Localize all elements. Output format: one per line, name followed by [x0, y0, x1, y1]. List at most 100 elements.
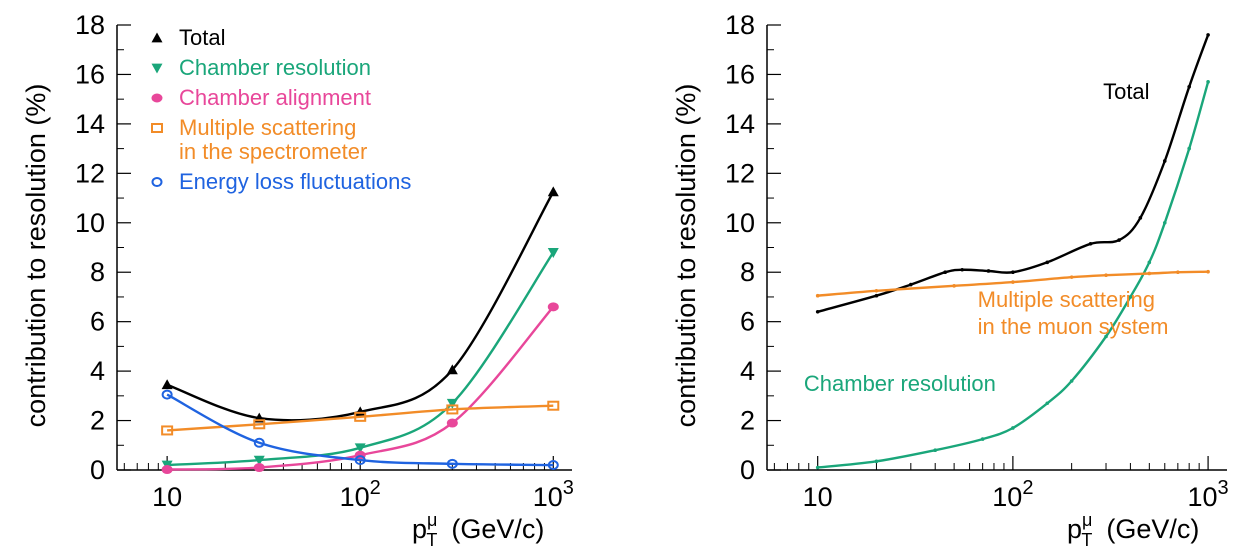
y-tick-label: 6 — [90, 307, 105, 337]
series-line-total — [817, 34, 1210, 313]
data-point-multiple-scattering-in-the-muon-system — [815, 293, 820, 298]
data-point-total — [986, 269, 991, 273]
data-point-multiple-scattering-in-the-spectrometer — [354, 411, 367, 422]
data-point-chamber-alignment — [253, 463, 265, 473]
legend-label-chamber-resolution: Chamber resolution — [179, 55, 371, 80]
series-line-total — [166, 191, 555, 422]
y-tick-label: 8 — [740, 257, 755, 287]
left-chart: 0 2 4 6 8 10 12 14 16 18 10 102 103 contribution to r… — [21, 10, 574, 550]
data-point-multiple-scattering-in-the-muon-system — [1206, 269, 1210, 274]
data-point-total — [547, 186, 559, 197]
data-point-total — [1088, 241, 1093, 246]
data-point-multiple-scattering-in-the-muon-system — [1147, 271, 1152, 276]
series-line-energy-loss-fluctuations — [166, 393, 554, 467]
data-point-chamber-alignment — [446, 418, 458, 428]
data-point-multiple-scattering-in-the-spectrometer — [161, 425, 174, 436]
data-point-multiple-scattering-in-the-spectrometer — [547, 400, 560, 411]
data-point-chamber-resolution — [815, 465, 820, 470]
data-point-total — [909, 282, 913, 287]
data-point-chamber-resolution — [1045, 401, 1050, 406]
data-point-multiple-scattering-in-the-muon-system — [1069, 275, 1074, 279]
data-point-total — [943, 270, 947, 275]
data-point-total — [446, 364, 458, 375]
x-axis-label: pμ T (GeV/c) — [412, 510, 544, 550]
data-point-total — [1187, 85, 1191, 89]
x-tick-label: 102 — [992, 477, 1033, 512]
data-point-chamber-resolution — [874, 459, 879, 464]
data-point-total — [161, 379, 173, 390]
x-axis-label: pμ T (GeV/c) — [1067, 510, 1199, 550]
data-point-chamber-resolution — [1104, 334, 1108, 339]
data-point-total — [1045, 260, 1050, 265]
series-label-chamber-resolution: Chamber resolution — [804, 371, 996, 396]
data-point-energy-loss-fluctuations — [253, 437, 265, 448]
data-point-multiple-scattering-in-the-muon-system — [1011, 280, 1015, 284]
data-point-total — [1138, 216, 1143, 220]
x-tick-label: 103 — [533, 477, 574, 512]
y-tick-label: 12 — [75, 158, 105, 188]
y-tick-label: 10 — [75, 208, 105, 238]
x-tick-label: 102 — [340, 477, 381, 512]
data-point-total — [960, 267, 965, 272]
data-point-chamber-resolution — [1187, 146, 1191, 151]
y-tick-label: 18 — [725, 10, 755, 40]
y-tick-label: 18 — [75, 10, 105, 40]
legend-marker-energy-loss-fluctuations — [151, 177, 163, 187]
data-point-energy-loss-fluctuations — [446, 458, 458, 469]
y-tick-label: 12 — [725, 158, 755, 188]
data-point-chamber-resolution — [253, 455, 265, 466]
data-point-chamber-resolution — [1206, 80, 1210, 84]
y-tick-label: 0 — [740, 455, 755, 485]
legend-marker-multiple-scattering-in-the-spectrometer — [151, 123, 163, 133]
y-tick-label: 4 — [90, 356, 105, 386]
data-point-chamber-resolution — [446, 398, 458, 409]
data-point-total — [874, 293, 879, 298]
y-tick-label: 16 — [725, 59, 755, 89]
data-point-chamber-resolution — [547, 248, 559, 258]
data-point-energy-loss-fluctuations — [354, 455, 366, 466]
data-point-total — [1011, 270, 1015, 275]
legend-label-total: Total — [179, 25, 225, 50]
y-axis-label: contribution to resolution (%) — [21, 84, 51, 428]
data-point-energy-loss-fluctuations — [161, 389, 173, 400]
y-tick-label: 8 — [90, 257, 105, 287]
legend-label-energy-loss-fluctuations: Energy loss fluctuations — [179, 169, 411, 194]
data-point-multiple-scattering-in-the-spectrometer — [446, 404, 459, 415]
data-point-chamber-resolution — [1128, 295, 1133, 299]
series-label-multiple-scattering-in-the-muon-system: Multiple scattering — [978, 287, 1155, 312]
y-tick-label: 2 — [740, 406, 755, 436]
x-tick-label: 10 — [152, 482, 182, 512]
data-point-chamber-resolution — [1011, 426, 1015, 430]
data-point-chamber-resolution — [1069, 379, 1074, 383]
data-point-multiple-scattering-in-the-muon-system — [952, 284, 956, 288]
y-tick-label: 10 — [725, 208, 755, 238]
right-chart: 0 2 4 6 8 10 12 14 16 18 10 102 103 contribution to r… — [671, 10, 1229, 550]
legend-label-multiple-scattering-in-the-spectrometer: in the spectrometer — [179, 139, 367, 164]
legend-marker-chamber-alignment — [151, 93, 163, 103]
y-tick-label: 6 — [740, 307, 755, 337]
data-point-total — [1162, 159, 1167, 163]
data-point-chamber-resolution — [980, 437, 985, 441]
y-tick-label: 4 — [740, 356, 755, 386]
data-point-chamber-resolution — [1147, 260, 1152, 265]
data-point-multiple-scattering-in-the-muon-system — [874, 288, 879, 293]
data-point-multiple-scattering-in-the-muon-system — [1104, 273, 1108, 277]
legend-marker-chamber-resolution — [151, 63, 163, 74]
data-point-multiple-scattering-in-the-muon-system — [1176, 270, 1180, 275]
y-tick-label: 0 — [90, 455, 105, 485]
y-tick-label: 14 — [75, 109, 105, 139]
series-line-multiple-scattering-in-the-spectrometer — [167, 404, 554, 432]
y-tick-label: 2 — [90, 406, 105, 436]
data-point-total — [1206, 33, 1210, 37]
data-point-multiple-scattering-in-the-spectrometer — [253, 419, 266, 430]
data-point-total — [815, 309, 820, 314]
x-tick-label: 103 — [1187, 477, 1228, 512]
y-axis-label: contribution to resolution (%) — [671, 84, 701, 428]
data-point-energy-loss-fluctuations — [547, 460, 559, 471]
legend-label-chamber-alignment: Chamber alignment — [179, 85, 371, 110]
data-point-chamber-alignment — [547, 302, 559, 312]
data-point-chamber-resolution — [1162, 220, 1167, 225]
series-line-chamber-resolution — [167, 251, 555, 467]
series-label-multiple-scattering-in-the-muon-system: in the muon system — [978, 314, 1169, 339]
